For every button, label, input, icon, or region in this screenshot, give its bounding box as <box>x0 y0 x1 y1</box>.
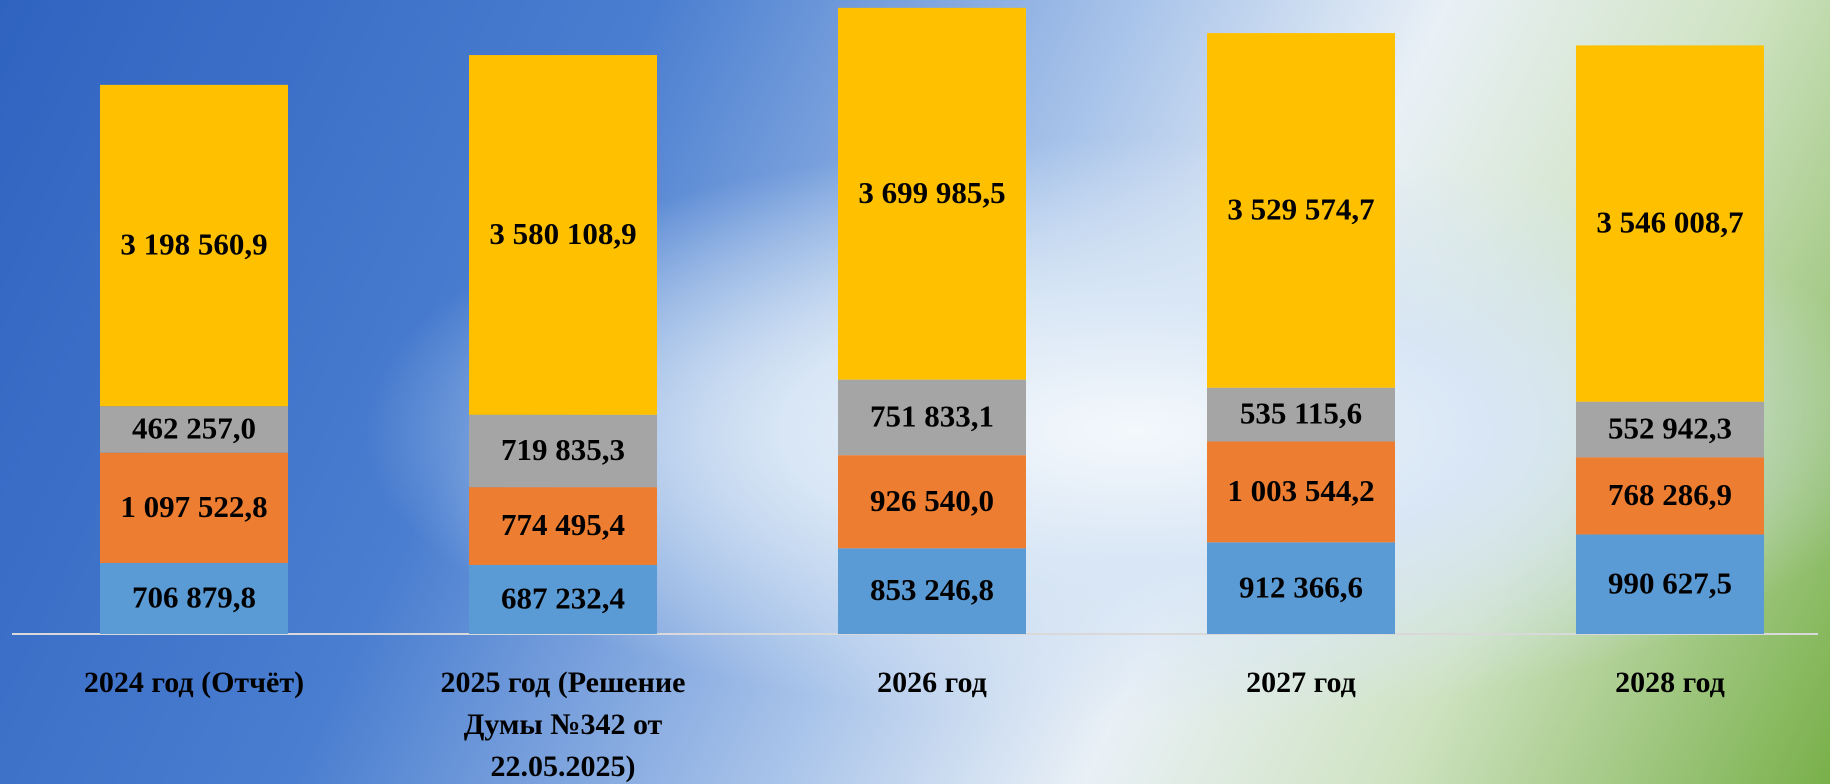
bar-segment <box>838 7 1026 380</box>
x-tick-label: 2026 год <box>877 666 987 699</box>
bar-segment <box>838 455 1026 549</box>
x-tick-label: 2025 год (Решение Думы №342 от 22.05.202… <box>440 666 686 783</box>
data-label: 774 495,4 <box>501 507 625 542</box>
bar-segment <box>100 452 288 563</box>
bar-segment <box>100 562 288 634</box>
data-label: 719 835,3 <box>501 432 625 467</box>
bar-segment <box>469 487 657 565</box>
bar-segment <box>1207 33 1395 388</box>
bar-segment <box>100 406 288 453</box>
bar-segment <box>838 548 1026 634</box>
bar-segment <box>1207 387 1395 442</box>
bar-segment <box>838 379 1026 456</box>
bar-segment <box>1207 441 1395 543</box>
data-label: 3 198 560,9 <box>120 227 267 262</box>
data-label: 535 115,6 <box>1240 396 1362 431</box>
data-label: 552 942,3 <box>1608 411 1732 446</box>
data-label: 1 097 522,8 <box>120 489 267 524</box>
x-tick-label: 2024 год (Отчёт) <box>83 666 305 699</box>
x-tick-label: 2028 год <box>1615 666 1725 699</box>
data-label: 768 286,9 <box>1608 477 1732 512</box>
data-label: 912 366,6 <box>1239 569 1363 604</box>
bar-segment <box>1576 45 1764 402</box>
data-label: 926 540,0 <box>870 483 994 518</box>
data-label: 751 833,1 <box>870 399 994 434</box>
bar-segment <box>1576 401 1764 458</box>
bar-segment <box>100 84 288 407</box>
data-label: 3 580 108,9 <box>489 216 636 251</box>
data-label: 990 627,5 <box>1608 565 1732 600</box>
data-label: 853 246,8 <box>870 572 994 607</box>
bar-segment <box>469 55 657 415</box>
data-label: 3 699 985,5 <box>858 175 1005 210</box>
data-label: 3 529 574,7 <box>1227 192 1374 227</box>
data-label: 687 232,4 <box>501 581 625 616</box>
bar-segment <box>469 414 657 488</box>
x-tick-label: 2027 год <box>1246 666 1356 699</box>
bar-segment <box>1576 534 1764 634</box>
bar-segment <box>469 564 657 634</box>
bar-segment <box>1576 457 1764 535</box>
data-label: 3 546 008,7 <box>1596 205 1743 240</box>
data-label: 1 003 544,2 <box>1227 473 1374 508</box>
data-label: 706 879,8 <box>132 580 256 615</box>
bar-segment <box>1207 542 1395 634</box>
data-label: 462 257,0 <box>132 411 256 446</box>
